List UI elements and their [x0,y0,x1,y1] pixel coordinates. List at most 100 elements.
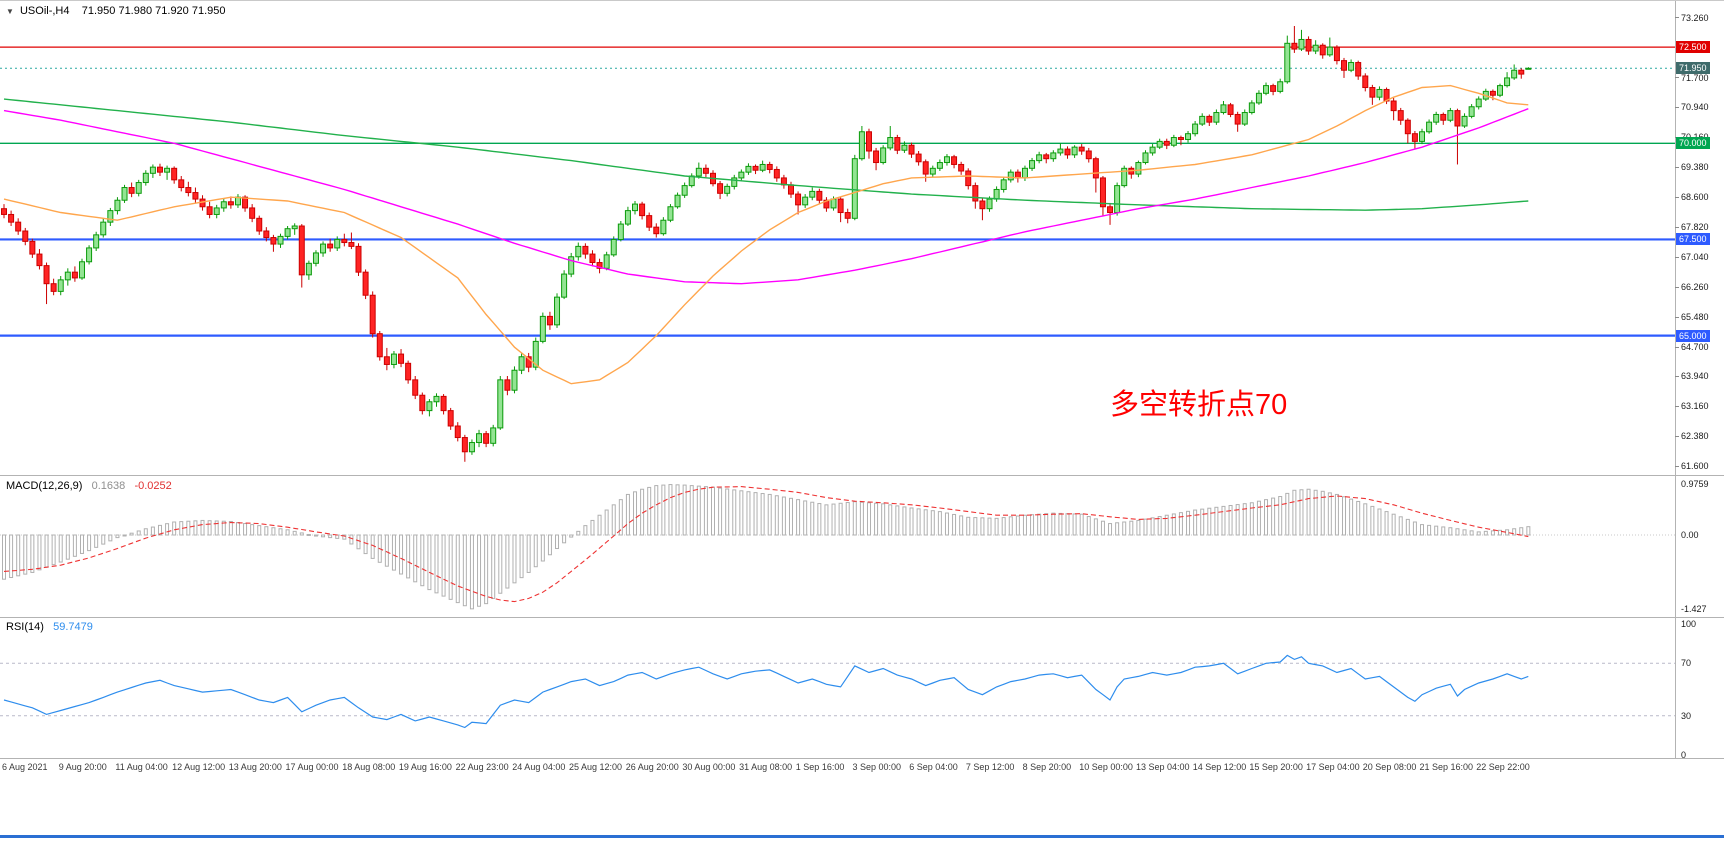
candle [320,241,327,257]
macd-bar [1455,528,1460,536]
macd-bar [1072,513,1077,536]
price-level-badge: 71.950 [1676,62,1710,75]
slow-ma-green-line[interactable] [3,98,1529,211]
candle [1298,29,1305,51]
main-chart-canvas[interactable] [0,1,1675,475]
fast-ma-orange-line[interactable] [3,84,1529,385]
macd-bar [1271,497,1276,536]
macd-bar [299,532,304,536]
macd-bar [235,522,240,536]
candle [1185,131,1192,143]
candle [674,192,681,209]
candle [156,163,163,176]
macd-bar [597,514,602,536]
candle [461,434,468,462]
panel-separator[interactable] [0,617,1724,618]
time-label: 31 Aug 08:00 [739,762,793,772]
macd-bar [150,526,155,536]
time-label: 15 Sep 20:00 [1249,762,1303,772]
macd-bar [725,488,730,536]
macd-bar [1100,520,1105,536]
macd-bar [881,503,886,536]
rsi-chart-canvas[interactable] [0,618,1675,758]
candle [1525,67,1532,70]
time-label: 13 Aug 20:00 [228,762,282,772]
time-label: 20 Sep 08:00 [1362,762,1417,772]
candle [724,183,731,197]
time-label: 24 Aug 04:00 [512,762,566,772]
candle [15,218,22,235]
macd-bar [647,486,652,536]
price-tick-mark [1675,167,1679,168]
candle [1135,160,1142,178]
candles-layer [1,26,1532,462]
price-tick-label: 64.700 [1681,342,1709,353]
candle [546,311,553,330]
macd-scale-label: -1.427 [1681,604,1707,615]
macd-bar [1093,518,1098,536]
macd-bar [469,534,474,610]
candle [334,236,341,251]
time-label: 1 Sep 16:00 [795,762,845,772]
candle [1305,36,1312,55]
macd-bar [852,501,857,536]
macd-bar [441,534,446,597]
macd-signal-value: -0.0252 [134,480,172,492]
macd-bar [569,534,574,538]
candle [362,269,369,300]
candle [681,182,688,198]
candle [1213,109,1220,125]
macd-bar [505,534,510,589]
candle [1397,107,1404,125]
macd-bar [654,485,659,536]
candle [1419,128,1425,145]
macd-bar [264,526,269,536]
candle [476,429,483,448]
macd-bar [44,534,49,568]
candle [1248,100,1255,115]
candle [454,422,461,442]
macd-bar [1115,522,1120,536]
macd-bar [859,501,864,536]
candle [837,197,844,223]
macd-bar [866,502,871,536]
candle [1433,111,1440,125]
macd-bar [746,491,751,536]
macd-chart-canvas[interactable] [0,476,1675,617]
candle [972,182,979,209]
macd-bar [788,497,793,536]
candle [1121,165,1128,188]
macd-bar [682,484,687,536]
macd-bar [796,499,801,536]
time-scale-separator[interactable] [0,758,1724,759]
panel-separator[interactable] [0,475,1724,476]
macd-bar [1249,502,1254,536]
time-label: 6 Sep 04:00 [909,762,958,772]
candle [86,245,93,265]
level-lines-layer[interactable] [0,46,1675,337]
macd-bar [271,527,276,536]
price-tick-mark [1675,436,1679,437]
candle [844,208,851,224]
candle [759,160,766,173]
candle [100,218,107,238]
text-annotation[interactable]: 多空转折点70 [1110,389,1288,421]
macd-bar [9,534,14,579]
candle [802,194,809,208]
rsi-line [3,654,1529,729]
candle [1064,146,1071,159]
macd-bar [1285,492,1290,536]
candle [610,236,617,257]
macd-bar [845,502,850,536]
candle [582,243,589,259]
candle [22,227,29,246]
candle [128,182,135,198]
macd-bar [1235,504,1240,536]
mid-ma-magenta-line[interactable] [3,108,1529,285]
candle [1468,104,1475,119]
price-scale-separator[interactable] [1675,1,1676,758]
time-label: 9 Aug 20:00 [58,762,107,772]
candle [525,352,532,373]
macd-bar [1200,508,1205,536]
candle [1376,86,1383,101]
